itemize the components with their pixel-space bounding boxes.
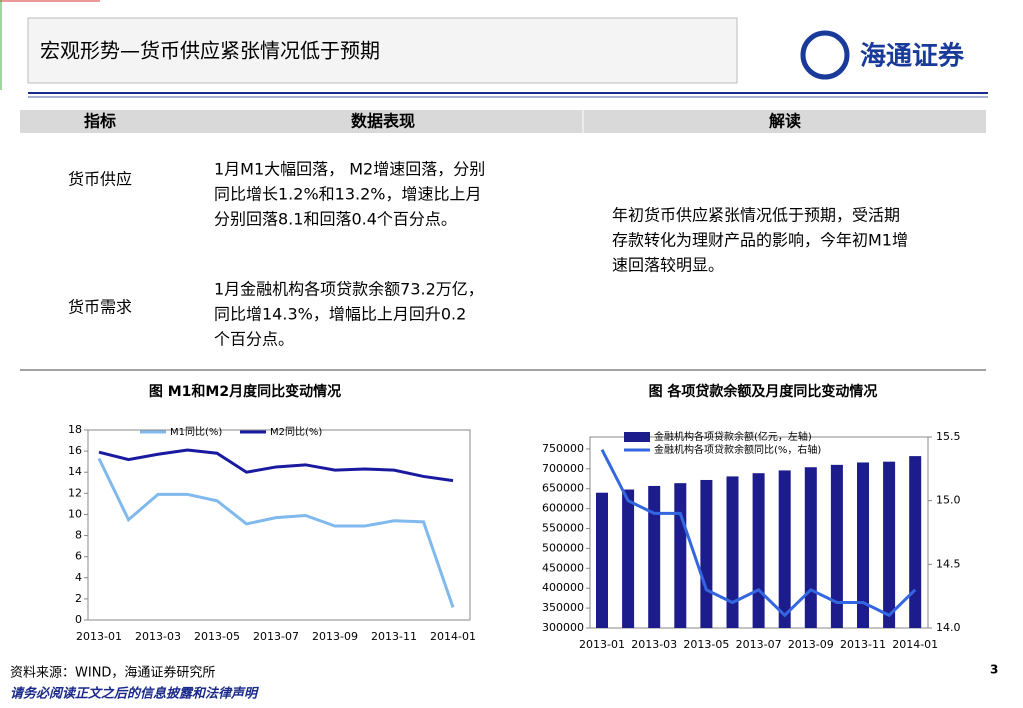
bar <box>726 476 739 628</box>
y-tick-label: 550000 <box>542 522 584 535</box>
y-tick-label: 700000 <box>542 462 584 475</box>
y-tick-label: 600000 <box>542 502 584 515</box>
x-tick-label: 2014-01 <box>892 638 938 651</box>
y-tick-label: 300000 <box>542 621 584 634</box>
col-header: 数据表现 <box>351 112 415 131</box>
y-tick-label: 12 <box>68 486 82 499</box>
x-tick-label: 2013-07 <box>253 630 299 643</box>
bar <box>648 485 661 628</box>
legend-swatch <box>624 432 650 442</box>
note-text: 年初货币供应紧张情况低于预期，受活期 <box>612 206 900 225</box>
cell-text: 1月M1大幅回落， M2增速回落，分别 <box>214 160 485 179</box>
line <box>600 449 917 618</box>
cell-text: 分别回落8.1和回落0.4个百分点。 <box>214 210 457 229</box>
x-tick-label: 2013-09 <box>788 638 834 651</box>
y-tick-label: 650000 <box>542 482 584 495</box>
x-tick-label: 2013-01 <box>579 638 625 651</box>
chart-title: 图 各项贷款余额及月度同比变动情况 <box>649 383 878 400</box>
col-header: 指标 <box>84 112 116 131</box>
y-tick-label: 10 <box>68 507 82 520</box>
col-header: 解读 <box>769 112 801 131</box>
plot-area <box>87 429 471 621</box>
bar <box>883 461 896 628</box>
chart-title: 图 M1和M2月度同比变动情况 <box>149 383 341 400</box>
slide-title: 宏观形势—货币供应紧张情况低于预期 <box>40 39 380 63</box>
bar <box>909 456 922 628</box>
line <box>97 457 455 608</box>
legend-label: M1同比(%) <box>170 426 222 438</box>
legend-label: 金融机构各项贷款余额(亿元，左轴) <box>654 430 812 443</box>
x-tick-label: 2013-11 <box>840 638 886 651</box>
y2-tick-label: 15.0 <box>936 494 961 507</box>
y-tick-label: 14 <box>68 465 82 478</box>
y-tick-label: 8 <box>75 529 82 542</box>
line <box>98 448 454 483</box>
cell-text: 同比增长1.2%和13.2%，增速比上月 <box>214 185 481 204</box>
y-tick-label: 6 <box>75 550 82 563</box>
y-tick-label: 4 <box>75 571 82 584</box>
y-tick-label: 500000 <box>542 541 584 554</box>
x-tick-label: 2013-11 <box>371 630 417 643</box>
y-tick-label: 0 <box>75 613 82 626</box>
cell-text: 1月金融机构各项贷款余额73.2万亿， <box>214 280 484 299</box>
title-box <box>27 17 738 84</box>
note-text: 速回落较明显。 <box>612 256 724 275</box>
bar <box>752 473 765 628</box>
logo-icon <box>800 30 850 80</box>
logo-text: 海通证券 <box>860 42 965 72</box>
bar <box>778 470 791 628</box>
x-tick-label: 2013-03 <box>135 630 181 643</box>
x-tick-label: 2013-05 <box>683 638 729 651</box>
legend-label: 金融机构各项贷款余额同比(%，右轴) <box>654 443 821 456</box>
x-tick-label: 2013-05 <box>194 630 240 643</box>
bar <box>674 483 687 628</box>
source: 资料来源：WIND，海通证券研究所 <box>10 665 215 681</box>
y-tick-label: 450000 <box>542 561 584 574</box>
x-tick-label: 2013-09 <box>312 630 358 643</box>
bar <box>804 467 817 628</box>
y-tick-label: 350000 <box>542 601 584 614</box>
y2-tick-label: 14.0 <box>936 621 961 634</box>
y-tick-label: 750000 <box>542 442 584 455</box>
legend-label: M2同比(%) <box>270 426 322 438</box>
x-tick-label: 2013-01 <box>76 630 122 643</box>
bar <box>622 489 635 628</box>
y2-tick-label: 15.5 <box>936 430 961 443</box>
bar <box>700 479 713 628</box>
y-tick-label: 2 <box>75 592 82 605</box>
y-tick-label: 16 <box>68 444 82 457</box>
disclaimer: 请务必阅读正文之后的信息披露和法律声明 <box>10 686 259 702</box>
bar <box>857 462 869 628</box>
x-tick-label: 2013-07 <box>736 638 782 651</box>
x-tick-label: 2014-01 <box>430 630 476 643</box>
page-number: 3 <box>990 663 998 677</box>
row-label: 货币供应 <box>68 170 132 189</box>
y-tick-label: 18 <box>68 423 82 436</box>
table-header <box>20 110 986 133</box>
cell-text: 同比增14.3%，增幅比上月回升0.2 <box>214 305 466 324</box>
note-text: 存款转化为理财产品的影响，今年初M1增 <box>612 231 908 250</box>
x-tick-label: 2013-03 <box>631 638 677 651</box>
bar <box>596 492 608 628</box>
bar <box>830 464 843 628</box>
y-tick-label: 400000 <box>542 581 584 594</box>
y2-tick-label: 14.5 <box>936 557 961 570</box>
cell-text: 个百分点。 <box>214 330 294 349</box>
row-label: 货币需求 <box>68 298 132 317</box>
